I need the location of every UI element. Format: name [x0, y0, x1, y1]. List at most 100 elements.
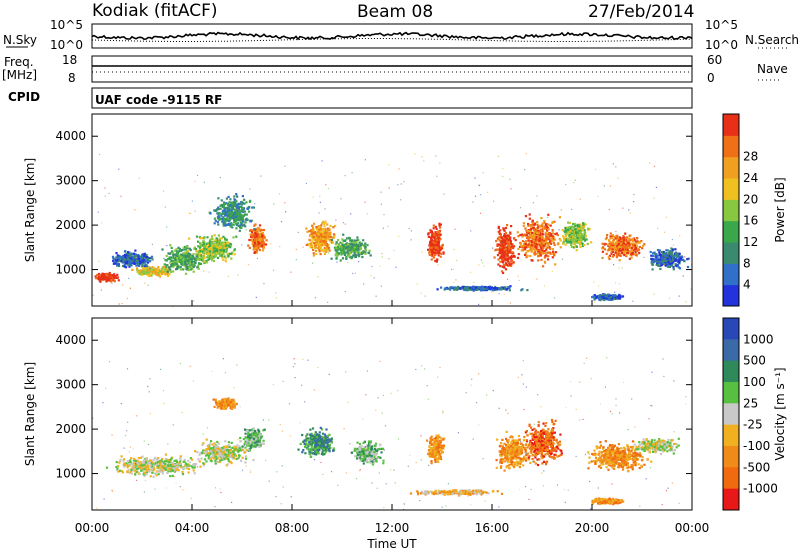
- beam-title: Beam 08: [357, 2, 433, 22]
- power-blob: [427, 222, 445, 263]
- x-tick-label: 00:00: [75, 521, 110, 535]
- power-blob: [516, 213, 562, 268]
- velocity-colorbar-swatch: [723, 382, 739, 404]
- noise-sky-label: N.Sky: [3, 33, 37, 47]
- power-blob: [111, 249, 154, 270]
- velocity-blob: [350, 440, 385, 466]
- power-blob: [305, 220, 338, 257]
- velocity-ytick-label: 1000: [55, 467, 86, 481]
- power-blob: [330, 233, 372, 262]
- velocity-colorbar-swatch: [723, 467, 739, 490]
- velocity-ytick-label: 2000: [55, 422, 86, 436]
- velocity-ytick-label: 3000: [55, 378, 86, 392]
- power-panel-frame: [91, 113, 693, 307]
- velocity-blob: [212, 397, 238, 410]
- cpid-label: CPID: [8, 90, 40, 104]
- velocity-blob: [194, 438, 255, 467]
- power-blob: [186, 234, 238, 265]
- velocity-colorbar-tick: 500: [743, 354, 766, 368]
- power-blob: [436, 285, 529, 292]
- power-colorbar-swatch: [723, 284, 739, 307]
- velocity-blob: [591, 497, 625, 506]
- freq-left-tick-bottom: 8: [68, 71, 76, 85]
- velocity-blob: [297, 426, 336, 458]
- power-colorbar-swatch: [723, 220, 739, 243]
- power-colorbar-swatch: [723, 242, 739, 264]
- velocity-colorbar-swatch: [723, 318, 739, 340]
- power-colorbar-tick: 16: [743, 214, 758, 228]
- power-blob: [247, 223, 268, 254]
- x-axis-title: Time UT: [366, 537, 417, 551]
- power-colorbar-swatch: [723, 114, 739, 136]
- power-blob: [559, 221, 593, 252]
- power-ytick-label: 4000: [55, 129, 86, 143]
- velocity-colorbar-tick: 25: [743, 396, 758, 410]
- velocity-colorbar-frame: [722, 317, 740, 511]
- velocity-blob: [520, 418, 563, 467]
- power-colorbar-tick: 8: [743, 256, 751, 270]
- power-blob: [601, 232, 646, 262]
- velocity-colorbar-tick: 1000: [743, 332, 774, 346]
- power-ylabel: Slant Range [km]: [23, 158, 37, 262]
- power-ytick-label: 3000: [55, 174, 86, 188]
- velocity-colorbar-swatch: [723, 424, 739, 447]
- power-colorbar-tick: 24: [743, 171, 758, 185]
- velocity-colorbar-swatch: [723, 403, 739, 426]
- power-blob: [208, 193, 256, 232]
- power-colorbar-swatch: [723, 199, 739, 222]
- velocity-colorbar-swatch: [723, 488, 739, 511]
- noise-traces: [91, 31, 693, 42]
- velocity-blob: [426, 434, 446, 465]
- power-colorbar-tick: 4: [743, 278, 751, 292]
- velocity-colorbar-tick: -25: [743, 418, 763, 432]
- x-tick-label: 04:00: [175, 521, 210, 535]
- noise-left-tick-bottom: 10^0: [50, 38, 83, 52]
- power-scatter: [92, 153, 693, 308]
- velocity-blob: [105, 453, 206, 478]
- power-colorbar-label: Power [dB]: [773, 177, 787, 242]
- velocity-colorbar-swatch: [723, 339, 739, 362]
- velocity-panel-frame: [91, 317, 693, 511]
- power-colorbar-swatch: [723, 135, 739, 158]
- noise-right-tick-bottom: 10^0: [705, 38, 738, 52]
- power-blob: [161, 244, 204, 275]
- velocity-ytick-label: 4000: [55, 333, 86, 347]
- power-colorbar-frame: [722, 113, 740, 307]
- power-colorbar-tick: 20: [743, 192, 758, 206]
- power-colorbar-swatch: [723, 156, 739, 179]
- x-tick-label: 20:00: [575, 521, 610, 535]
- velocity-colorbar-label: Velocity [m s⁻¹]: [773, 367, 787, 460]
- x-tick-label: 16:00: [475, 521, 510, 535]
- power-blob: [131, 265, 173, 278]
- freq-label-line1: Freq.: [4, 55, 34, 69]
- power-colorbar-swatch: [723, 178, 739, 200]
- power-colorbar-swatch: [723, 263, 739, 286]
- power-colorbar: 4 8 12 16 20 24 28: [722, 113, 758, 307]
- velocity-colorbar-swatch: [723, 446, 739, 468]
- station-title: Kodiak (fitACF): [92, 1, 218, 21]
- noise-search-label: N.Search: [745, 33, 799, 47]
- power-ytick-label: 1000: [55, 263, 86, 277]
- velocity-blob: [495, 430, 532, 472]
- power-colorbar-tick: 28: [743, 150, 758, 164]
- power-blob: [649, 247, 690, 271]
- x-tick-label: 00:00: [675, 521, 710, 535]
- cpid-panel-frame: [91, 87, 693, 109]
- power-ytick-label: 2000: [55, 218, 86, 232]
- power-blob: [493, 224, 517, 274]
- velocity-y-axis: 1000 2000 3000 4000: [55, 333, 692, 481]
- freq-right-tick-bottom: 0: [707, 71, 715, 85]
- velocity-ylabel: Slant Range [km]: [23, 362, 37, 466]
- freq-label-line2: [MHz]: [2, 68, 37, 82]
- velocity-colorbar-tick: -500: [743, 460, 770, 474]
- time-x-axis: 00:00 04:00 08:00 12:00 16:00 20:00 00:00: [75, 300, 710, 535]
- velocity-colorbar-tick: -100: [743, 439, 770, 453]
- freq-left-tick-top: 18: [62, 53, 77, 67]
- velocity-blob: [633, 437, 680, 456]
- velocity-colorbar-tick: -1000: [743, 482, 778, 496]
- velocity-blob: [409, 489, 504, 497]
- noise-left-tick-top: 10^5: [50, 18, 83, 32]
- freq-panel-frame: [91, 55, 693, 83]
- noise-sky-trace: [91, 31, 693, 41]
- velocity-colorbar-swatch: [723, 360, 739, 383]
